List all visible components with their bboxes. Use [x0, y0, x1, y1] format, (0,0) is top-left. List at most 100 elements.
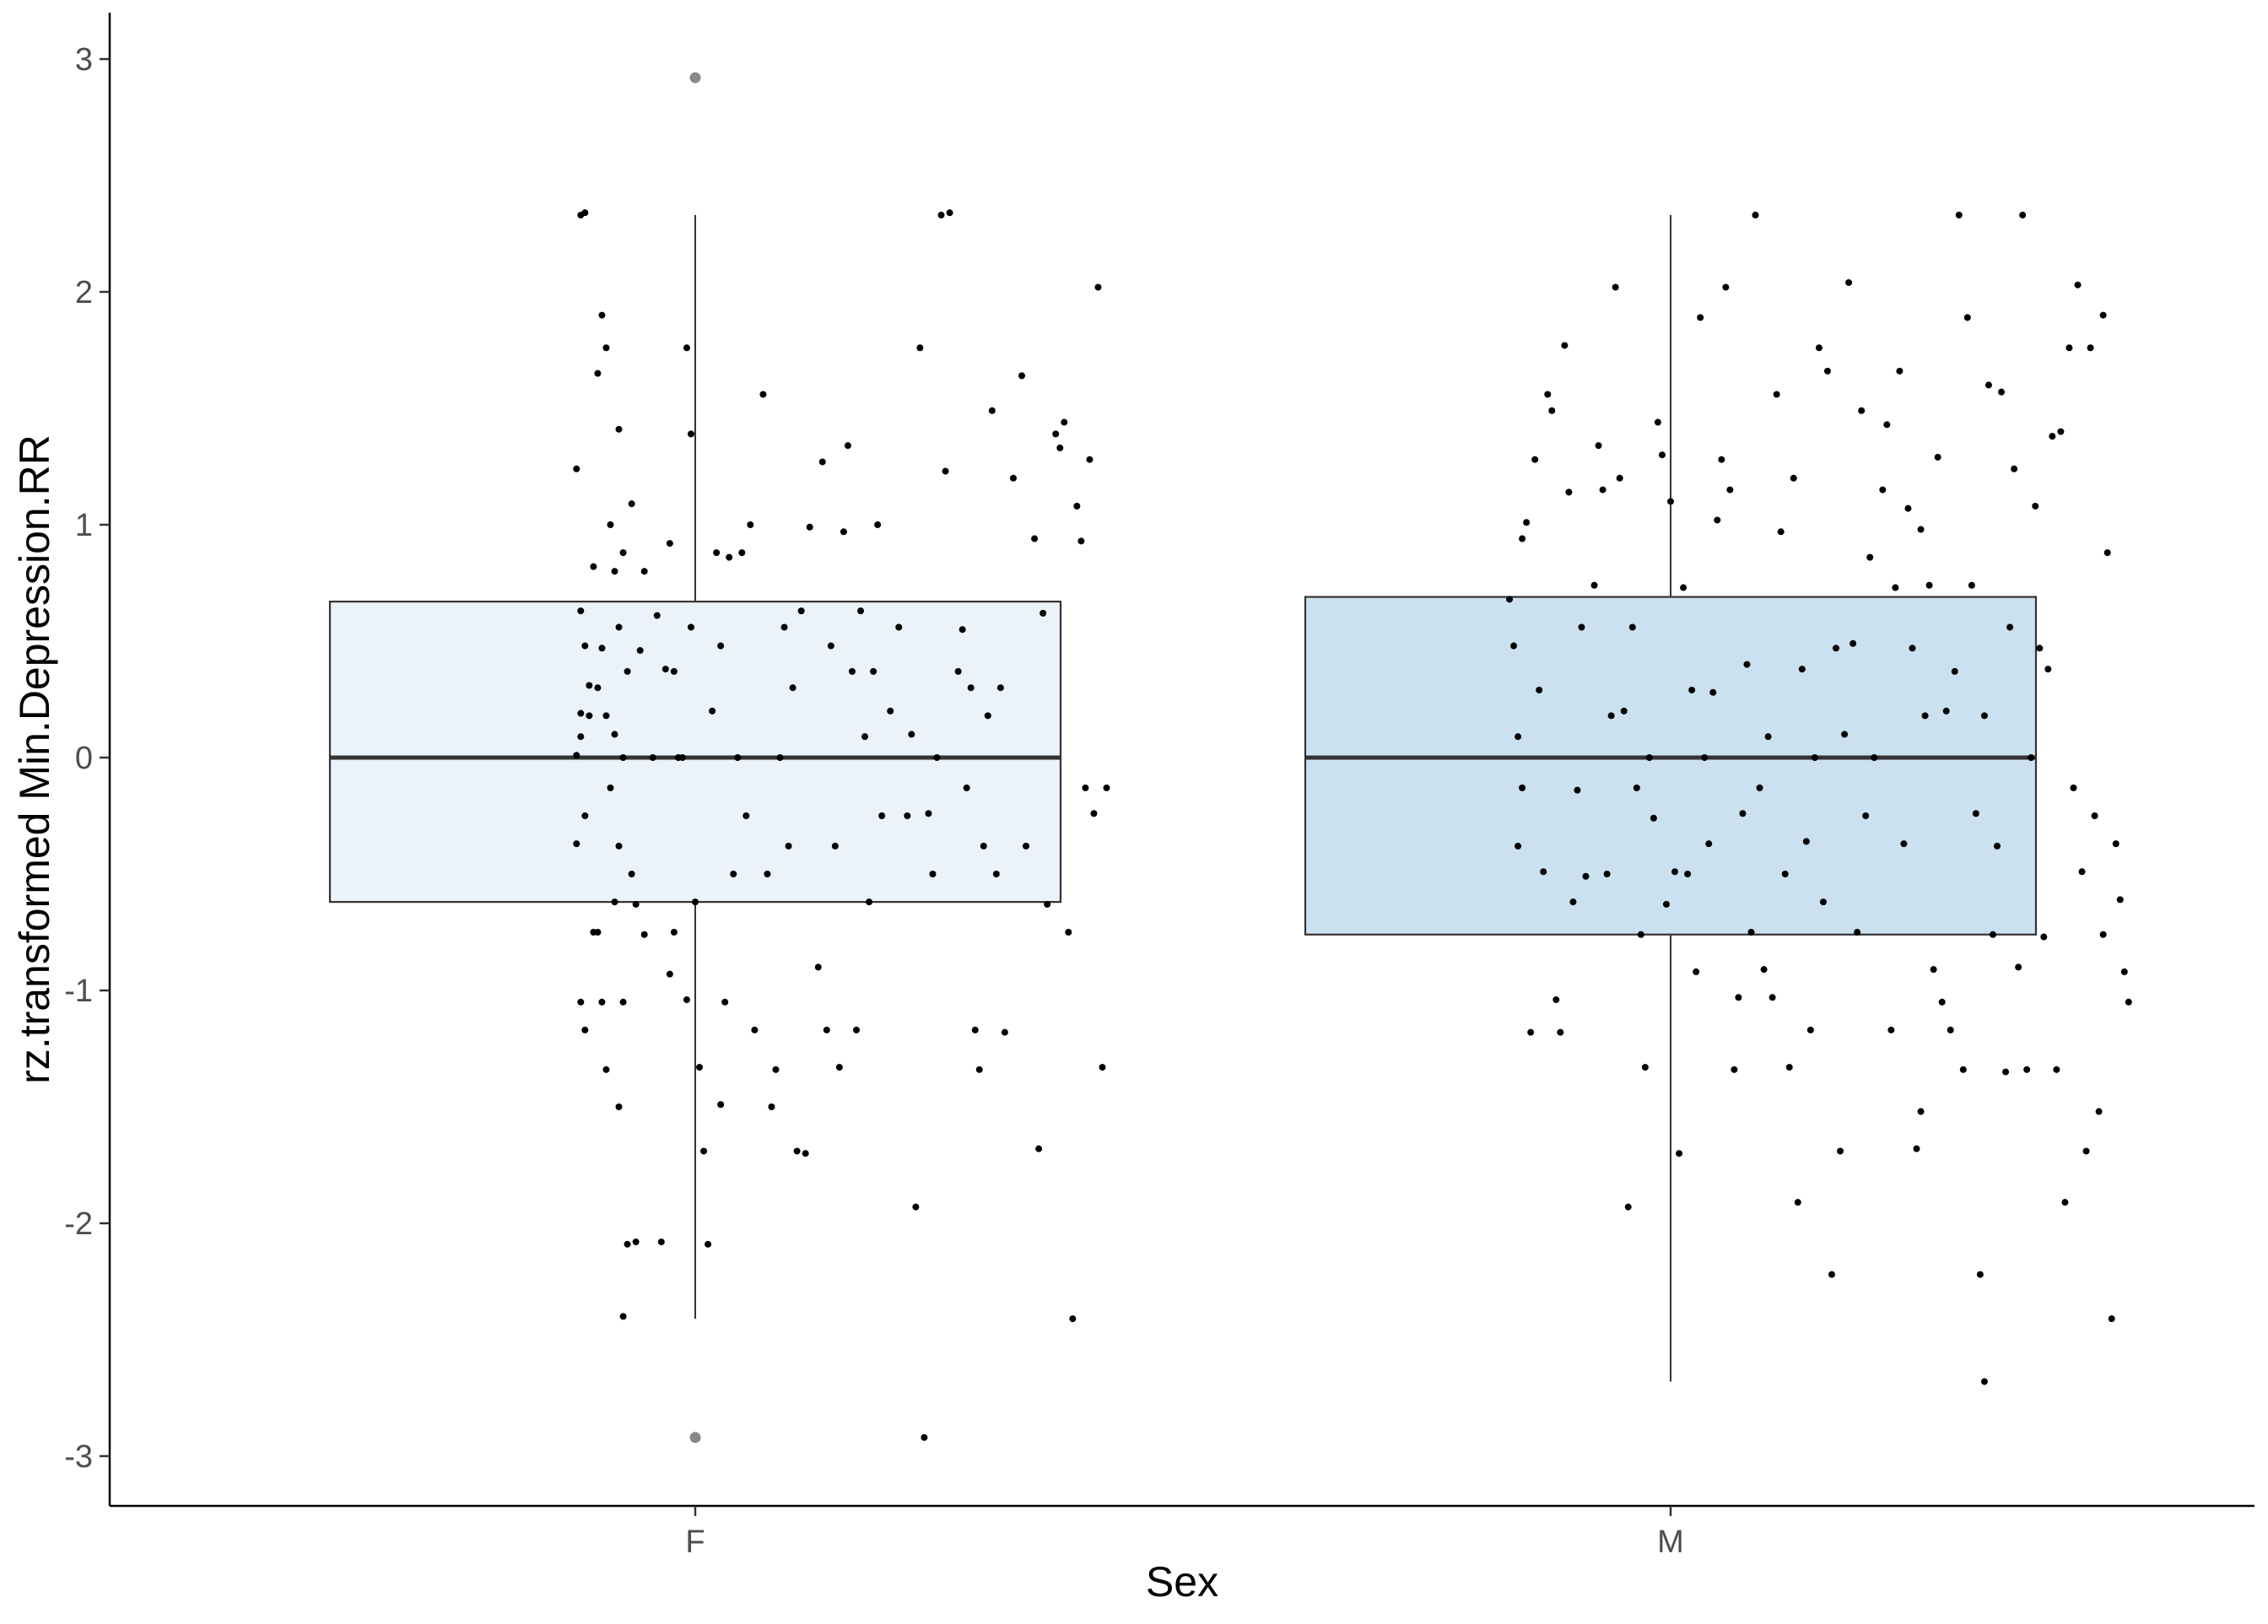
data-point-F: [619, 549, 627, 557]
box-body: [328, 600, 1062, 904]
data-point-M: [1837, 1147, 1844, 1155]
data-point-M: [1823, 367, 1831, 375]
data-point-M: [2044, 666, 2052, 673]
data-point-F: [895, 623, 903, 631]
data-point-M: [1998, 388, 2006, 396]
data-point-F: [657, 1238, 665, 1246]
data-point-F: [581, 642, 589, 650]
data-point-M: [1616, 474, 1623, 482]
data-point-M: [1984, 381, 1992, 389]
data-point-M: [1896, 367, 1904, 375]
data-point-F: [696, 1064, 704, 1071]
data-point-M: [1569, 898, 1577, 906]
data-point-F: [852, 1026, 860, 1033]
data-point-M: [2082, 1147, 2090, 1155]
data-point-F: [611, 898, 618, 906]
data-point-M: [2074, 281, 2082, 289]
data-point-M: [1871, 754, 1878, 761]
data-point-M: [2070, 784, 2077, 791]
data-point-F: [992, 871, 1000, 877]
data-point-M: [1557, 1028, 1564, 1036]
data-point-M: [1590, 581, 1598, 589]
data-point-M: [1607, 712, 1615, 720]
data-point-M: [1671, 868, 1679, 876]
data-point-F: [586, 712, 593, 720]
data-point-M: [1544, 391, 1552, 398]
data-point-F: [802, 1150, 809, 1157]
data-point-F: [683, 996, 690, 1004]
data-point-F: [717, 1101, 725, 1109]
data-point-M: [1790, 474, 1797, 482]
data-point-F: [586, 682, 593, 689]
data-point-F: [1090, 810, 1098, 817]
box-M: [1304, 214, 2038, 1382]
data-point-F: [607, 784, 614, 791]
data-point-F: [912, 1203, 920, 1211]
data-point-F: [632, 1238, 640, 1246]
data-point-M: [1994, 842, 2001, 850]
data-point-M: [1697, 314, 1704, 321]
data-point-F: [1018, 372, 1026, 380]
data-point-M: [1976, 1271, 1984, 1278]
data-point-M: [2015, 963, 2022, 971]
data-point-M: [1540, 868, 1547, 876]
data-point-F: [628, 500, 635, 508]
data-point-F: [874, 521, 882, 528]
data-point-F: [1077, 537, 1085, 545]
data-point-F: [598, 645, 606, 652]
data-point-M: [1934, 453, 1941, 461]
data-point-M: [1662, 900, 1670, 908]
data-point-M: [1574, 786, 1581, 794]
data-point-M: [1879, 486, 1887, 494]
data-point-M: [2019, 211, 2027, 219]
data-point-F: [615, 623, 623, 631]
data-point-F: [904, 812, 911, 819]
data-point-F: [734, 754, 742, 761]
data-point-F: [607, 521, 614, 528]
data-point-M: [1925, 581, 1933, 589]
data-point-M: [1980, 1378, 1988, 1385]
y-tick-label: 2: [75, 275, 93, 310]
data-point-F: [814, 963, 822, 971]
data-point-F: [670, 667, 678, 675]
data-point-F: [577, 998, 585, 1006]
data-point-M: [2040, 933, 2048, 941]
data-point-F: [747, 521, 754, 528]
data-point-M: [1887, 1026, 1895, 1033]
data-point-F: [640, 931, 648, 938]
ticks-layer: -3 -2 -1 0 1 2 3 F M: [64, 42, 1684, 1560]
data-point-F: [857, 607, 865, 615]
data-point-M: [1531, 456, 1539, 463]
data-point-F: [789, 684, 796, 692]
data-point-M: [1841, 731, 1849, 738]
data-point-M: [1828, 1271, 1835, 1278]
data-point-F: [721, 998, 729, 1006]
data-point-F: [1023, 842, 1030, 850]
data-point-F: [573, 752, 580, 759]
data-point-F: [937, 211, 945, 219]
data-point-M: [1705, 840, 1713, 848]
data-point-M: [1892, 584, 1899, 591]
data-point-F: [632, 900, 640, 908]
data-point-M: [2099, 311, 2107, 319]
data-point-M: [1942, 707, 1950, 715]
data-point-F: [1031, 535, 1039, 542]
data-point-M: [1980, 712, 1988, 720]
data-point-M: [2023, 1066, 2031, 1073]
data-point-F: [713, 549, 721, 557]
data-point-M: [2036, 645, 2044, 652]
data-point-M: [1645, 754, 1653, 761]
data-point-F: [793, 1147, 801, 1155]
data-point-M: [2049, 433, 2056, 440]
data-point-F: [908, 731, 915, 738]
data-point-M: [2091, 812, 2098, 819]
data-point-F: [602, 712, 610, 720]
data-point-M: [2078, 868, 2086, 876]
data-point-M: [2116, 896, 2124, 904]
data-point-M: [1963, 314, 1971, 321]
data-point-F: [887, 707, 894, 715]
data-point-M: [1519, 535, 1526, 542]
boxes-layer: [328, 72, 2038, 1443]
data-point-M: [1595, 442, 1602, 450]
data-point-F: [933, 754, 941, 761]
